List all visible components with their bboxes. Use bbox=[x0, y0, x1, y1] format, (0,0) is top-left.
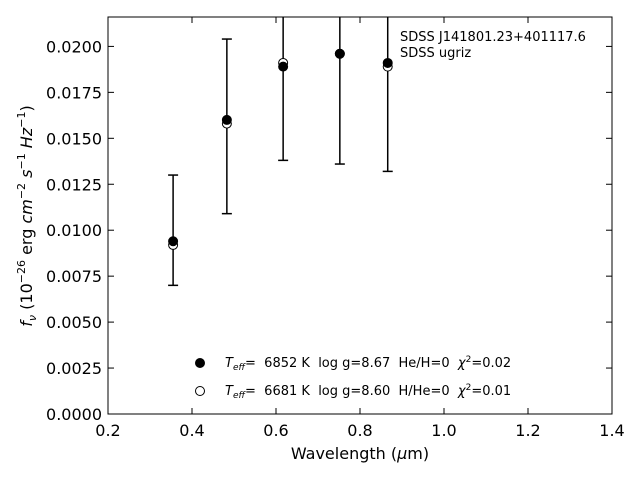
y-tick-label: 0.0025 bbox=[46, 359, 102, 378]
legend-1-chi2: 0.02 bbox=[482, 356, 511, 371]
legend-2-chi2: 0.01 bbox=[482, 384, 511, 399]
y-tick-label: 0.0100 bbox=[46, 221, 102, 240]
x-tick-label: 1.2 bbox=[515, 421, 540, 440]
legend-2-comp: H/He=0 bbox=[399, 384, 450, 399]
legend-2-logg: 8.60 bbox=[361, 384, 390, 399]
y-tick-label: 0.0125 bbox=[46, 175, 102, 194]
ticks-layer: 0.2 0.4 0.6 0.8 1.0 1.2 1.4 0.0000 0.0025 0.0050 0… bbox=[46, 17, 625, 440]
data-point-filled bbox=[221, 114, 232, 125]
legend-marker-filled bbox=[195, 358, 205, 368]
data-point-filled bbox=[382, 57, 393, 68]
x-tick-label: 0.8 bbox=[347, 421, 372, 440]
plot-frame bbox=[107, 16, 613, 415]
y-tick-label: 0.0150 bbox=[46, 129, 102, 148]
data-point-filled bbox=[278, 61, 289, 72]
x-axis-title: Wavelength (μm) bbox=[291, 444, 429, 463]
legend-entry-1: Teff= 6852 K log g=8.67 He/H=0 χ2=0.02 bbox=[225, 355, 511, 373]
legend-1-logg: 8.67 bbox=[361, 356, 390, 371]
y-tick-label: 0.0000 bbox=[46, 405, 102, 424]
x-tick-label: 1.0 bbox=[431, 421, 456, 440]
plot-layer bbox=[168, 17, 393, 287]
x-tick-label: 0.4 bbox=[179, 421, 204, 440]
y-axis-title: fν (10−26 erg cm−2 s−1 Hz−1) bbox=[15, 105, 39, 326]
legend-entry-2: Teff= 6681 K log g=8.60 H/He=0 χ2=0.01 bbox=[225, 383, 511, 401]
legend: Teff= 6852 K log g=8.67 He/H=0 χ2=0.02 T… bbox=[195, 355, 511, 401]
y-tick-label: 0.0075 bbox=[46, 267, 102, 286]
x-tick-label: 0.2 bbox=[95, 421, 120, 440]
legend-1-teff: 6852 bbox=[264, 356, 297, 371]
annotation-filter-set: SDSS ugriz bbox=[400, 46, 471, 61]
y-tick-label: 0.0200 bbox=[46, 37, 102, 56]
x-tick-label: 1.4 bbox=[599, 421, 624, 440]
legend-1-comp: He/H=0 bbox=[399, 356, 450, 371]
legend-2-teff: 6681 bbox=[264, 384, 297, 399]
y-tick-label: 0.0050 bbox=[46, 313, 102, 332]
y-tick-label: 0.0175 bbox=[46, 83, 102, 102]
annotation-object-name: SDSS J141801.23+401117.6 bbox=[400, 30, 586, 45]
legend-marker-open bbox=[195, 386, 205, 396]
data-point-filled bbox=[334, 48, 345, 59]
data-point-filled bbox=[168, 236, 179, 247]
x-tick-label: 0.6 bbox=[263, 421, 288, 440]
